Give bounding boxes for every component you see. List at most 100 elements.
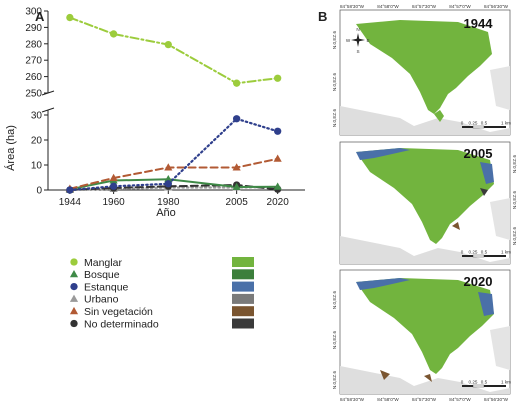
y-tick-label: 300: [25, 7, 42, 18]
mangrove-area: [434, 110, 444, 122]
latitude-label: N.0,EZ.6: [332, 370, 337, 389]
longitude-label: 84°58'0"W: [377, 4, 399, 9]
axis-break-mark: [41, 107, 55, 113]
data-point-sin-vegetación: [109, 173, 118, 182]
scale-label: 1 km: [501, 121, 511, 126]
scale-label: 0.25: [469, 121, 478, 126]
legend-label-manglar: Manglar: [84, 257, 122, 269]
y-tick-label: 250: [25, 89, 42, 100]
line-chart: 250 260 270 280 290 300 0 10 20 30 1944 1960 1980 200…: [4, 7, 305, 219]
legend-marker-no-determinado: [70, 319, 78, 328]
map-2020: 2020 0 0.25 0.5 1 km: [339, 269, 511, 395]
series-line-manglar: [68, 16, 279, 85]
legend-label-no-determinado: No determinado: [84, 318, 159, 330]
legend-label-estanque: Estanque: [84, 281, 129, 293]
data-point-estanque: [274, 127, 282, 135]
compass-rose: N E S W: [346, 27, 370, 54]
legend-swatch-bosque: [232, 269, 254, 280]
legend-swatch-estanque: [232, 281, 254, 292]
map-year-label: 2005: [464, 146, 493, 161]
data-point-bosque: [232, 182, 241, 191]
latitude-label: N.0,EZ.6: [512, 154, 517, 173]
y-tick-label: 30: [31, 111, 43, 122]
chart-series-markers: [65, 13, 282, 194]
compass-s-label: S: [356, 49, 359, 54]
x-axis-label: Año: [156, 207, 176, 219]
latitude-label: N.0,EZ.6: [332, 72, 337, 91]
latitude-label: N.0,EZ.6: [332, 330, 337, 349]
scale-label: 1 km: [501, 250, 511, 255]
compass-e-label: E: [366, 38, 369, 43]
data-point-estanque: [164, 180, 172, 188]
y-tick-label: 260: [25, 72, 42, 83]
y-tick-label: 0: [36, 186, 42, 197]
y-axis-label: Área (ha): [4, 125, 17, 171]
data-point-estanque: [109, 182, 118, 190]
longitude-label: 84°57'0"W: [449, 397, 471, 402]
map-year-label: 2020: [464, 274, 493, 289]
legend-marker-sin-vegetación: [69, 306, 79, 315]
longitude-label: 84°56'30"W: [484, 4, 509, 9]
pond-area: [480, 162, 494, 184]
x-tick-label: 2005: [226, 197, 249, 208]
scale-label: 0: [461, 250, 464, 255]
map-1944: 1944 N E S W 0 0.25 0.5 1 km: [339, 9, 511, 136]
compass-w-label: W: [346, 38, 351, 43]
scale-bar: 0 0.25 0.5 1 km: [461, 250, 511, 258]
scale-label: 0.5: [481, 250, 488, 255]
scale-label: 0: [461, 380, 464, 385]
legend-swatch-urbano: [232, 293, 254, 304]
legend-marker-manglar: [70, 258, 78, 266]
y-tick-label: 280: [25, 39, 42, 50]
y-tick-label: 20: [31, 136, 43, 147]
scale-label: 0.25: [469, 250, 478, 255]
data-point-sin-vegetación: [164, 163, 173, 171]
data-point-manglar: [109, 30, 118, 38]
longitude-label: 84°58'30"W: [340, 4, 365, 9]
map-coordinate-labels: 84°58'30"W 84°58'0"W 84°57'30"W 84°57'0"W 84…: [332, 4, 517, 402]
x-tick-label: 1944: [59, 197, 82, 208]
scale-label: 1 km: [501, 380, 511, 385]
legend-marker-estanque: [70, 282, 78, 291]
scale-label: 0.5: [481, 121, 488, 126]
data-point-bosque: [273, 182, 282, 190]
data-point-manglar: [66, 13, 74, 22]
longitude-label: 84°57'30"W: [412, 4, 437, 9]
scale-bar: 0 0.25 0.5 1 km: [461, 121, 511, 129]
legend-swatch-no-determinado: [232, 318, 254, 329]
map-2005: 2005 0 0.25 0.5 1 km: [339, 141, 511, 265]
y-tick-label: 10: [31, 161, 43, 172]
latitude-label: N.0,EZ.6: [332, 290, 337, 309]
scale-label: 0.5: [481, 380, 488, 385]
legend-marker-urbano: [69, 294, 79, 302]
compass-n-label: N: [356, 27, 359, 32]
scale-bar: 0 0.25 0.5 1 km: [461, 380, 511, 388]
x-tick-label: 1980: [157, 197, 180, 208]
land-area: [490, 66, 510, 110]
map-year-label: 1944: [464, 16, 494, 31]
x-tick-label: 2020: [267, 197, 290, 208]
data-point-manglar: [164, 40, 172, 49]
data-point-manglar: [274, 74, 282, 82]
longitude-label: 84°57'30"W: [412, 397, 437, 402]
data-point-sin-vegetación: [232, 163, 241, 171]
longitude-label: 84°57'0"W: [449, 4, 471, 9]
data-point-estanque: [66, 186, 74, 194]
legend-label-bosque: Bosque: [84, 269, 120, 281]
undetermined-area: [480, 188, 488, 196]
series-line-sin-vegetación: [68, 157, 279, 190]
y-tick-label: 270: [25, 56, 42, 67]
longitude-label: 84°58'0"W: [377, 397, 399, 402]
y-tick-label: 290: [25, 23, 42, 34]
latitude-label: N.0,EZ.6: [332, 30, 337, 49]
latitude-label: N.0,EZ.6: [512, 190, 517, 209]
mangrove-area: [356, 278, 494, 374]
land-area: [490, 326, 510, 370]
data-point-bosque: [164, 174, 173, 183]
bare-area: [380, 370, 390, 380]
pond-area: [478, 292, 494, 316]
latitude-label: N.0,EZ.6: [512, 226, 517, 245]
latitude-label: N.0,EZ.6: [332, 108, 337, 127]
data-point-sin-vegetación: [273, 154, 282, 162]
